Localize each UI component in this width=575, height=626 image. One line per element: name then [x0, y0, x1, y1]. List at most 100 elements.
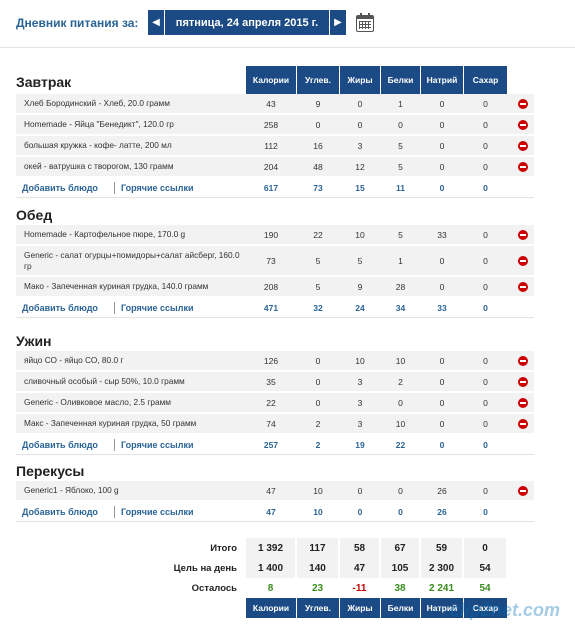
- hot-links-link[interactable]: Горячие ссылки: [121, 302, 194, 313]
- food-row[interactable]: окей - ватрушка с творогом, 130 грамм 204…: [16, 157, 534, 177]
- nutrient-value: 0: [483, 98, 488, 109]
- delete-icon[interactable]: [518, 355, 528, 366]
- nutrient-value: 10: [395, 355, 406, 366]
- food-name[interactable]: Мако - Запеченная куриная грудка, 140.0 …: [24, 281, 209, 291]
- food-name[interactable]: Generic1 - Яблоко, 100 g: [24, 485, 119, 495]
- meal-total-value: 617: [263, 182, 279, 193]
- meal-title: Ужин: [16, 333, 52, 349]
- food-row[interactable]: Generic1 - Яблоко, 100 g 47 10 0 0 26 0: [16, 481, 534, 501]
- nutrient-value: 2: [315, 418, 321, 429]
- nutrient-value: 0: [315, 397, 321, 408]
- column-header: Натрий: [421, 66, 463, 94]
- meal-title: Обед: [16, 207, 53, 223]
- delete-icon[interactable]: [518, 376, 528, 387]
- calendar-icon[interactable]: [356, 13, 374, 32]
- delete-icon[interactable]: [518, 281, 528, 292]
- summary-value: 117: [297, 538, 339, 558]
- food-row[interactable]: Хлеб Бородинский - Хлеб, 20.0 грамм 43 9 0 1…: [16, 94, 534, 114]
- meal-total-value: 34: [395, 302, 406, 313]
- meal-total-value: 22: [395, 439, 406, 450]
- meal-total-value: 10: [313, 506, 323, 517]
- nutrient-value: 10: [313, 485, 323, 496]
- food-row[interactable]: сливочный особый - сыр 50%, 10.0 грамм 35…: [16, 372, 534, 392]
- prev-day-button[interactable]: ◀: [148, 10, 164, 35]
- column-header-bottom: Сахар: [464, 598, 507, 618]
- food-name[interactable]: Хлеб Бородинский - Хлеб, 20.0 грамм: [24, 98, 170, 108]
- food-name[interactable]: сливочный особый - сыр 50%, 10.0 грамм: [24, 376, 185, 386]
- summary-label: Осталось: [191, 582, 237, 594]
- delete-icon[interactable]: [518, 98, 528, 109]
- hot-links-link[interactable]: Горячие ссылки: [121, 506, 194, 517]
- column-header-bottom: Жиры: [340, 598, 380, 618]
- food-name[interactable]: яйцо СО - яйцо СО, 80.0 г: [24, 355, 124, 365]
- delete-icon[interactable]: [518, 119, 528, 130]
- food-name[interactable]: Homemade - Яйца "Бенедикт", 120.0 гр: [24, 119, 174, 129]
- meal-total-value: 2: [315, 439, 321, 450]
- food-row[interactable]: Generic - Оливковое масло, 2.5 грамм 22 0 3…: [16, 393, 534, 413]
- hot-links-link[interactable]: Горячие ссылки: [121, 439, 194, 450]
- meal-total-value: 26: [437, 506, 447, 517]
- summary-value: 54: [464, 578, 507, 598]
- nutrient-value: 190: [263, 229, 279, 240]
- meal-total-value: 0: [357, 506, 363, 517]
- nutrient-value: 3: [357, 418, 363, 429]
- meal-total-value: 0: [483, 439, 488, 450]
- food-row[interactable]: Мако - Запеченная куриная грудка, 140.0 …: [16, 277, 534, 297]
- add-food-link[interactable]: Добавить блюдо: [22, 439, 98, 450]
- add-food-link[interactable]: Добавить блюдо: [22, 302, 98, 313]
- delete-icon[interactable]: [518, 485, 528, 496]
- column-header-bottom: Калории: [246, 598, 296, 618]
- delete-icon[interactable]: [518, 418, 528, 429]
- food-row[interactable]: Generic - салат огурцы+помидоры+салат ай…: [16, 246, 534, 276]
- food-name[interactable]: большая кружка - кофе- латте, 200 мл: [24, 140, 172, 150]
- summary-value: 8: [246, 578, 296, 598]
- meal-total-value: 33: [437, 302, 447, 313]
- nutrient-value: 10: [355, 355, 365, 366]
- next-day-button[interactable]: ▶: [330, 10, 346, 35]
- link-separator: [114, 182, 115, 194]
- food-row[interactable]: Макс - Запеченная куриная грудка, 50 гра…: [16, 414, 534, 434]
- food-name[interactable]: Макс - Запеченная куриная грудка, 50 гра…: [24, 418, 197, 428]
- food-name[interactable]: Homemade - Картофельное пюре, 170.0 g: [24, 229, 186, 239]
- link-separator: [114, 506, 115, 518]
- delete-icon[interactable]: [518, 161, 528, 172]
- nutrient-value: 5: [398, 229, 403, 240]
- delete-icon[interactable]: [518, 397, 528, 408]
- nutrient-value: 35: [266, 376, 276, 387]
- meal-total-value: 0: [483, 506, 488, 517]
- food-row[interactable]: яйцо СО - яйцо СО, 80.0 г 126 0 10 10 0 0: [16, 351, 534, 371]
- nutrient-value: 9: [315, 98, 321, 109]
- nutrient-value: 48: [313, 161, 323, 172]
- add-food-link[interactable]: Добавить блюдо: [22, 182, 98, 193]
- add-food-link[interactable]: Добавить блюдо: [22, 506, 98, 517]
- nutrient-value: 0: [439, 98, 445, 109]
- hot-links-link[interactable]: Горячие ссылки: [121, 182, 194, 193]
- nutrient-value: 0: [357, 119, 363, 130]
- nutrient-value: 0: [439, 161, 445, 172]
- nutrient-value: 0: [483, 418, 488, 429]
- summary-value: 1 400: [246, 558, 296, 578]
- delete-icon[interactable]: [518, 140, 528, 151]
- nutrient-value: 74: [266, 418, 276, 429]
- nutrient-value: 112: [264, 140, 278, 151]
- meal-total-value: 0: [483, 182, 488, 193]
- nutrient-value: 47: [266, 485, 276, 496]
- food-name[interactable]: окей - ватрушка с творогом, 130 грамм: [24, 161, 174, 171]
- delete-icon[interactable]: [518, 229, 528, 240]
- nutrient-value: 28: [395, 281, 406, 292]
- nutrient-value: 0: [439, 140, 445, 151]
- food-row[interactable]: Homemade - Картофельное пюре, 170.0 g 190…: [16, 225, 534, 245]
- nutrient-value: 258: [263, 119, 279, 130]
- food-row[interactable]: Homemade - Яйца "Бенедикт", 120.0 гр 258 0…: [16, 115, 534, 135]
- food-name[interactable]: Generic - Оливковое масло, 2.5 грамм: [24, 397, 171, 407]
- delete-icon[interactable]: [518, 255, 528, 266]
- food-row[interactable]: большая кружка - кофе- латте, 200 мл 112 1…: [16, 136, 534, 156]
- nutrient-value: 5: [315, 255, 321, 266]
- nutrient-value: 22: [313, 229, 323, 240]
- meal-total-value: 24: [355, 302, 365, 313]
- nutrient-value: 0: [315, 355, 321, 366]
- summary-value: 23: [297, 578, 339, 598]
- food-name[interactable]: Generic - салат огурцы+помидоры+салат ай…: [24, 249, 240, 271]
- totals-row: Итого 1 392 117 58 67 59 0: [130, 538, 534, 558]
- nutrient-value: 0: [483, 397, 488, 408]
